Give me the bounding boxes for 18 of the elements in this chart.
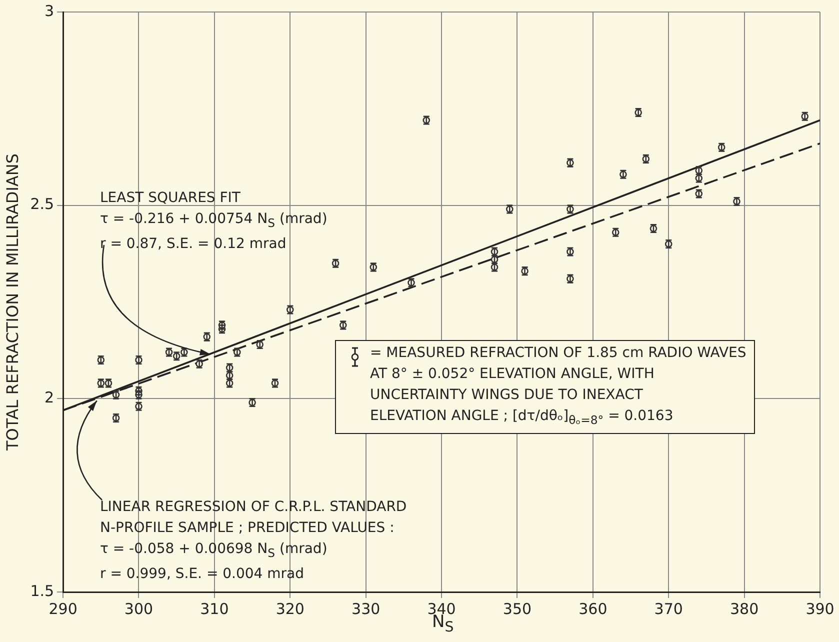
x-tick-label: 350	[502, 600, 532, 618]
x-tick-label: 360	[578, 600, 608, 618]
x-tick-label: 290	[48, 600, 78, 618]
y-tick-label: 2.5	[30, 195, 54, 214]
y-tick-label: 3	[44, 2, 54, 20]
y-tick-label: 1.5	[30, 582, 54, 600]
x-tick-label: 310	[200, 600, 229, 618]
x-tick-label: 370	[654, 600, 683, 618]
annotation: = MEASURED REFRACTION OF 1.85 cm RADIO WAVES AT 8° ± 0.052° ELEVATION ANGLE, WITH UNCERTAINTY WINGS DUE TO INEXACT ELEVATION ANGLE ; [dτ/dθₒ]$_{θₒ=8°}$ = 0.0163	[335, 340, 756, 434]
y-tick-label: 2	[44, 388, 54, 407]
y-axis-title: TOTAL REFRACTION IN MILLIRADIANS	[2, 153, 22, 452]
x-tick-label: 320	[276, 600, 304, 618]
x-tick-label: 330	[352, 600, 380, 618]
x-tick-label: 380	[730, 600, 759, 618]
annotation: LINEAR REGRESSION OF C.R.P.L. STANDARD N-PROFILE SAMPLE ; PREDICTED VALUES : τ = -0.058 + 0.00698 N$_{S}$ (mrad) r = 0.999, S.E. = 0.004 mrad	[100, 498, 407, 584]
annotation: LEAST SQUARES FIT τ = -0.216 + 0.00754 N$_{S}$ (mrad) r = 0.87, S.E. = 0.12 mrad	[100, 189, 328, 254]
x-tick-label: 390	[806, 600, 834, 618]
x-tick-label: 300	[124, 600, 154, 618]
